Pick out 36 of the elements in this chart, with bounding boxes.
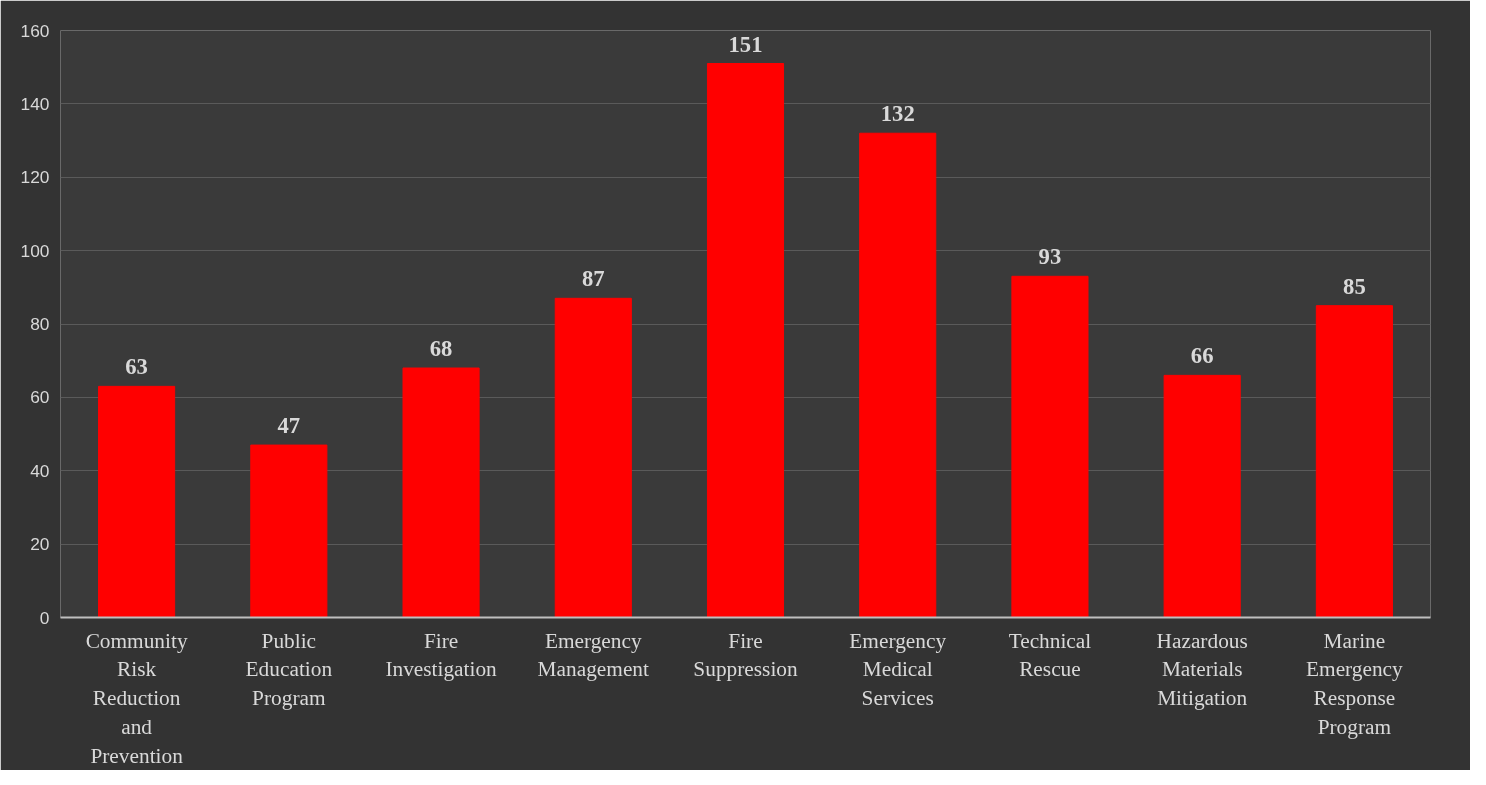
x-tick-label: Hazardous Materials Mitigation — [1156, 628, 1248, 711]
data-label: 93 — [1038, 244, 1062, 270]
y-tick-label: 140 — [20, 93, 50, 114]
bar — [98, 385, 176, 618]
y-tick-label: 0 — [39, 607, 50, 628]
y-tick-label: 120 — [20, 167, 50, 188]
y-tick-label: 60 — [30, 387, 50, 408]
bar — [250, 444, 328, 618]
data-label: 85 — [1343, 273, 1366, 299]
data-label: 151 — [728, 31, 763, 57]
x-tick-label: Marine Emergency Response Program — [1306, 628, 1404, 739]
x-tick-label: Public Education Program — [245, 628, 333, 711]
bar — [1011, 275, 1089, 618]
data-label: 68 — [429, 336, 453, 362]
bar — [859, 132, 937, 618]
data-label: 87 — [581, 266, 605, 292]
y-tick-label: 160 — [20, 20, 50, 41]
y-tick-label: 20 — [30, 534, 50, 555]
data-label: 63 — [125, 354, 148, 380]
x-tick-label: Emergency Management — [537, 628, 650, 682]
y-tick-label: 40 — [30, 460, 50, 481]
data-label: 47 — [277, 413, 301, 439]
bar — [706, 63, 785, 618]
x-tick-label: Fire Suppression — [693, 628, 798, 682]
y-tick-label: 80 — [30, 314, 50, 334]
y-tick-label: 100 — [20, 240, 50, 261]
bar — [1163, 374, 1241, 618]
bar — [1315, 305, 1393, 618]
x-tick-label: Technical Rescue — [1008, 628, 1092, 682]
x-tick-label: Emergency Medical Services — [849, 628, 947, 711]
bar — [402, 367, 480, 618]
data-label: 132 — [880, 101, 915, 127]
x-tick-label: Community Risk Reduction and Prevention — [85, 628, 188, 768]
x-tick-label: Fire Investigation — [385, 628, 498, 682]
data-label: 66 — [1190, 343, 1214, 369]
bar — [554, 297, 632, 618]
